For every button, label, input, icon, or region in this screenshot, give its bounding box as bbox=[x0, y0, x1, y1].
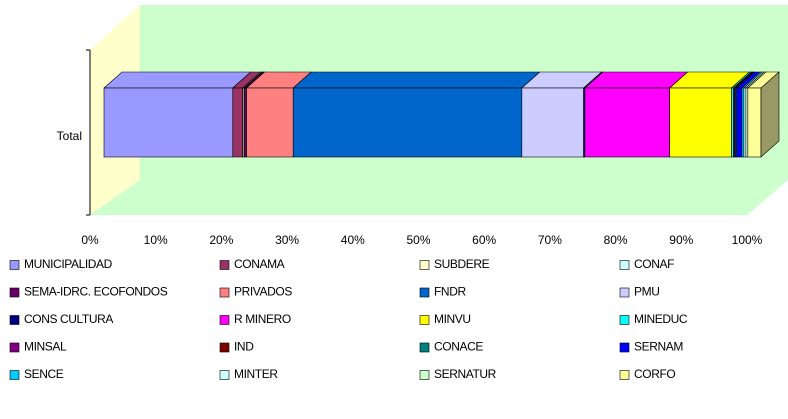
x-tick-label: 40% bbox=[341, 233, 365, 247]
bar bbox=[747, 87, 762, 158]
legend-label: FNDR bbox=[434, 285, 466, 299]
legend-label: CONS CULTURA bbox=[24, 312, 113, 326]
x-tick-label: 50% bbox=[406, 233, 430, 247]
legend-swatch bbox=[219, 315, 230, 325]
legend-label: CORFO bbox=[634, 367, 675, 381]
legend-label: SUBDERE bbox=[434, 257, 490, 271]
bar-top bbox=[103, 71, 252, 89]
bar-side bbox=[760, 71, 780, 158]
legend-label: MINSAL bbox=[24, 340, 67, 354]
x-tick-label: 70% bbox=[538, 233, 562, 247]
bar bbox=[584, 87, 670, 158]
legend-label: R MINERO bbox=[234, 312, 291, 326]
legend-swatch bbox=[9, 315, 20, 325]
x-tick-label: 90% bbox=[669, 233, 693, 247]
legend-label: MINTER bbox=[234, 367, 278, 381]
legend-swatch bbox=[419, 315, 430, 325]
floor bbox=[90, 180, 788, 215]
bar bbox=[292, 87, 523, 158]
x-tick-label: 80% bbox=[604, 233, 628, 247]
legend-label: CONAMA bbox=[234, 257, 285, 271]
bar bbox=[246, 87, 294, 158]
legend-label: SEMA-IDRC. ECOFONDOS bbox=[24, 285, 168, 299]
legend-label: MINVU bbox=[434, 312, 471, 326]
legend-swatch bbox=[619, 342, 630, 353]
bar-top bbox=[292, 71, 541, 89]
legend-swatch bbox=[9, 260, 20, 270]
x-tick-label: 20% bbox=[209, 233, 233, 247]
legend-label: MINEDUC bbox=[634, 312, 688, 326]
x-tick-label: 100% bbox=[732, 233, 763, 247]
legend-label: SERNAM bbox=[634, 340, 683, 354]
legend-label: PMU bbox=[634, 285, 659, 299]
legend-swatch bbox=[619, 260, 630, 270]
legend-swatch bbox=[619, 287, 630, 298]
legend-label: SERNATUR bbox=[434, 367, 497, 381]
bar bbox=[232, 87, 243, 158]
legend-label: IND bbox=[234, 340, 254, 354]
legend-swatch bbox=[219, 342, 230, 353]
y-tick-label: Total bbox=[57, 129, 82, 143]
legend-swatch bbox=[419, 342, 430, 353]
legend-label: MUNICIPALIDAD bbox=[24, 257, 113, 271]
x-tick-label: 10% bbox=[144, 233, 168, 247]
bar bbox=[521, 87, 584, 158]
legend-swatch bbox=[619, 315, 630, 325]
bar bbox=[736, 87, 743, 158]
legend-label: CONAF bbox=[634, 257, 674, 271]
legend-swatch bbox=[219, 370, 230, 380]
legend-label: CONACE bbox=[434, 340, 483, 354]
legend-swatch bbox=[9, 342, 20, 353]
x-tick-label: 0% bbox=[81, 233, 99, 247]
x-tick-label: 60% bbox=[472, 233, 496, 247]
legend-label: SENCE bbox=[24, 367, 64, 381]
bar bbox=[103, 87, 234, 158]
legend-swatch bbox=[219, 287, 230, 298]
legend-swatch bbox=[619, 370, 630, 380]
legend-swatch bbox=[9, 370, 20, 380]
x-tick-label: 30% bbox=[275, 233, 299, 247]
legend-swatch bbox=[9, 287, 20, 298]
legend-label: PRIVADOS bbox=[234, 285, 292, 299]
legend-swatch bbox=[219, 260, 230, 270]
legend-swatch bbox=[419, 287, 430, 298]
bar bbox=[669, 87, 732, 158]
legend-swatch bbox=[419, 370, 430, 380]
legend-swatch bbox=[419, 260, 430, 270]
